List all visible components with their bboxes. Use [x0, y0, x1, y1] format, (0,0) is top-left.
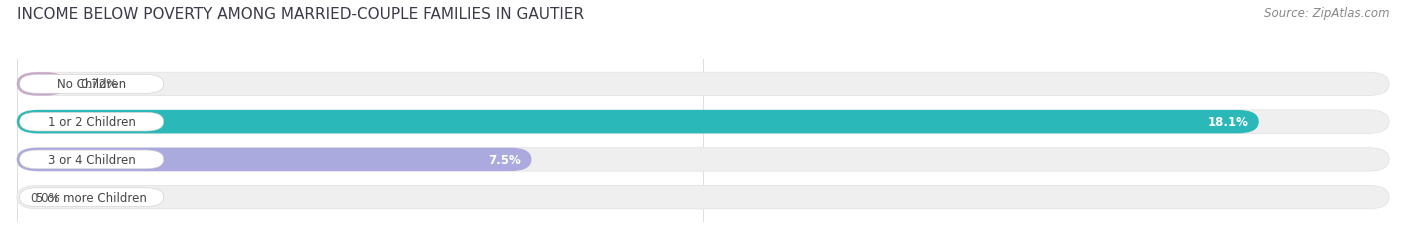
FancyBboxPatch shape: [17, 110, 1389, 134]
Text: 18.1%: 18.1%: [1208, 116, 1249, 129]
FancyBboxPatch shape: [17, 186, 1389, 209]
FancyBboxPatch shape: [20, 75, 163, 94]
Text: 1 or 2 Children: 1 or 2 Children: [48, 116, 135, 129]
Text: 0.0%: 0.0%: [31, 191, 60, 204]
FancyBboxPatch shape: [17, 148, 1389, 171]
Text: No Children: No Children: [58, 78, 127, 91]
Text: INCOME BELOW POVERTY AMONG MARRIED-COUPLE FAMILIES IN GAUTIER: INCOME BELOW POVERTY AMONG MARRIED-COUPL…: [17, 7, 583, 22]
FancyBboxPatch shape: [17, 73, 66, 96]
FancyBboxPatch shape: [20, 150, 163, 169]
Text: 7.5%: 7.5%: [488, 153, 522, 166]
FancyBboxPatch shape: [20, 188, 163, 207]
Text: 3 or 4 Children: 3 or 4 Children: [48, 153, 135, 166]
Text: 0.72%: 0.72%: [80, 78, 117, 91]
Text: Source: ZipAtlas.com: Source: ZipAtlas.com: [1264, 7, 1389, 20]
Text: 5 or more Children: 5 or more Children: [37, 191, 148, 204]
FancyBboxPatch shape: [17, 148, 531, 171]
FancyBboxPatch shape: [20, 113, 163, 131]
FancyBboxPatch shape: [17, 73, 1389, 96]
FancyBboxPatch shape: [17, 110, 1258, 134]
